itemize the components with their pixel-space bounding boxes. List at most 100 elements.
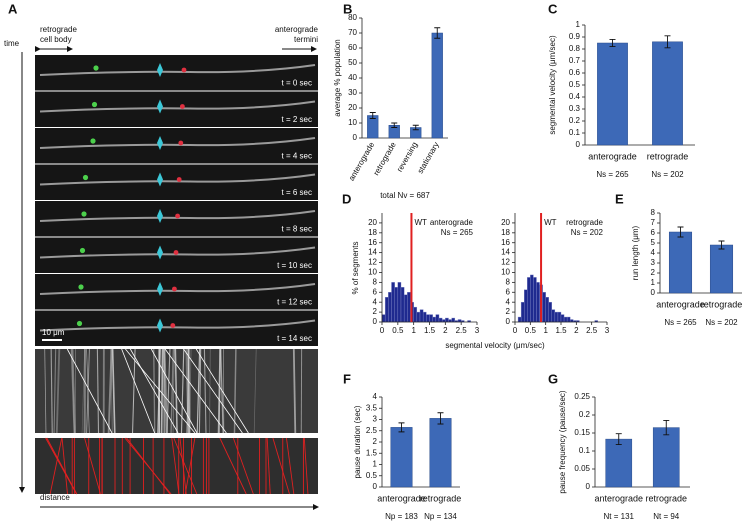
y-tick-label: 0.5 xyxy=(569,80,581,89)
x-tick-label: 0 xyxy=(513,326,518,335)
red-marker xyxy=(173,250,179,255)
histogram-bar xyxy=(560,314,565,323)
y-tick-label: 30 xyxy=(348,88,357,97)
time-label: t = 14 sec xyxy=(277,334,312,343)
y-tick-label: 0 xyxy=(353,133,358,142)
kymo-trace xyxy=(232,437,254,495)
y-tick-label: 4 xyxy=(506,297,511,306)
kymo-streak xyxy=(132,348,136,434)
histogram-bar xyxy=(548,301,553,323)
histogram-bar xyxy=(527,277,531,323)
kymo-streak xyxy=(185,348,190,434)
axon xyxy=(39,319,316,332)
x-tick-label: 2.5 xyxy=(456,326,468,335)
kymo-track xyxy=(183,348,243,434)
kymo-streak xyxy=(163,348,168,434)
histogram-bar xyxy=(403,294,408,323)
bar xyxy=(597,42,628,146)
panel-letter: G xyxy=(548,371,558,386)
cyan-marker xyxy=(157,318,163,333)
kymo-streak xyxy=(166,348,171,434)
kymo-streak xyxy=(107,348,113,434)
y-tick-label: 80 xyxy=(348,13,357,22)
error-bar xyxy=(412,124,419,131)
histogram-bar xyxy=(397,282,402,323)
y-tick-label: 8 xyxy=(651,208,656,217)
kymo-track xyxy=(121,348,156,434)
y-tick-label: 0 xyxy=(373,482,378,491)
error-bar xyxy=(369,112,376,119)
x-tick-label: 2.5 xyxy=(586,326,598,335)
histogram-bar xyxy=(554,311,559,323)
red-marker xyxy=(178,140,184,146)
panel-letter: C xyxy=(548,1,558,16)
histogram-bar xyxy=(388,292,392,323)
y-tick-label: 0.1 xyxy=(569,128,581,137)
kymo-streak xyxy=(189,348,192,434)
y-tick-label: 2 xyxy=(506,307,511,316)
axon xyxy=(39,173,316,186)
y-tick-label: 20 xyxy=(368,218,377,227)
hist-title: anterograde xyxy=(430,218,474,227)
green-marker xyxy=(79,247,86,254)
histogram-bar xyxy=(432,316,437,323)
hist-title: retrograde xyxy=(566,218,603,227)
cyan-marker xyxy=(157,172,163,187)
reference-label: WT xyxy=(544,218,557,227)
time-label: t = 8 sec xyxy=(282,225,312,234)
time-label: t = 10 sec xyxy=(277,261,312,270)
bar xyxy=(390,427,413,488)
red-marker xyxy=(172,286,177,292)
header-label: cell body xyxy=(40,35,72,44)
x-tick-label: 3 xyxy=(475,326,480,335)
y-tick-label: 4 xyxy=(373,392,378,401)
x-tick-label: anterograde xyxy=(347,140,377,182)
kymo-streak xyxy=(253,348,257,434)
y-tick-label: 12 xyxy=(501,258,510,267)
y-tick-label: 4 xyxy=(373,297,378,306)
y-tick-label: 10 xyxy=(368,268,377,277)
x-axis-label: segmental velocity (μm/sec) xyxy=(445,341,545,350)
y-tick-label: 1 xyxy=(651,278,656,287)
kymo-trace xyxy=(61,437,68,495)
kymo-streak xyxy=(86,348,90,434)
histogram-bar xyxy=(407,292,411,323)
x-tick-label: retrograde xyxy=(647,151,689,161)
y-tick-label: 12 xyxy=(368,258,377,267)
kymo-trace xyxy=(266,437,271,495)
cyan-marker xyxy=(157,209,163,223)
histogram-bar xyxy=(400,287,405,323)
bar xyxy=(709,244,734,294)
kymo-trace xyxy=(219,437,247,495)
y-tick-label: 0.1 xyxy=(579,446,591,455)
reference-label: WT xyxy=(414,218,427,227)
panel-letter: F xyxy=(343,371,351,386)
panel-letter: D xyxy=(342,191,351,206)
histogram-bar xyxy=(545,297,549,323)
y-tick-label: 20 xyxy=(348,103,357,112)
kymo-trace xyxy=(272,437,290,495)
histogram-bar xyxy=(438,317,443,323)
y-tick-label: 2.5 xyxy=(366,426,378,435)
cyan-marker xyxy=(157,63,163,77)
kymo-streak xyxy=(217,348,222,434)
kymo-streak xyxy=(292,348,297,434)
count-label: Ns = 202 xyxy=(705,318,738,327)
kymo-track xyxy=(125,348,196,434)
y-tick-label: 50 xyxy=(348,58,357,67)
x-tick-label: 3 xyxy=(605,326,610,335)
y-tick-label: 3 xyxy=(651,258,656,267)
kymo-track xyxy=(150,348,198,434)
histogram-bar xyxy=(426,314,430,323)
y-tick-label: 8 xyxy=(373,277,378,286)
time-label: t = 6 sec xyxy=(282,188,312,197)
x-tick-label: 1.5 xyxy=(555,326,567,335)
y-tick-label: 18 xyxy=(501,228,510,237)
x-tick-label: 0.5 xyxy=(525,326,537,335)
y-tick-label: 0.6 xyxy=(569,68,581,77)
count-label: Nt = 131 xyxy=(604,512,635,521)
y-tick-label: 3.5 xyxy=(366,403,378,412)
kymo-streak xyxy=(233,348,237,434)
kymo-streak xyxy=(187,348,191,434)
y-tick-label: 0.7 xyxy=(569,56,581,65)
